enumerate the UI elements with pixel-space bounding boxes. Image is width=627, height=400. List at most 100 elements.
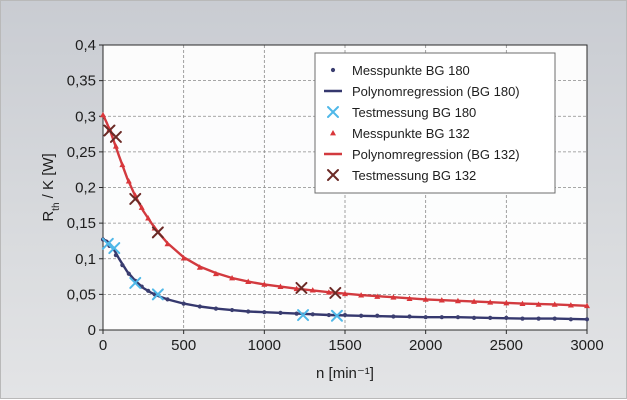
data-point [471,315,477,320]
data-point [329,286,342,299]
data-point [119,161,126,168]
data-point [213,306,219,311]
data-point [390,294,397,300]
data-point [454,297,461,304]
data-point [504,315,509,320]
data-point [120,263,125,268]
data-point [358,292,365,298]
data-point [310,312,315,317]
legend-item: Testmessung BG 132 [327,168,476,183]
y-axis-label-rest: / K [W] [40,153,57,202]
data-point [277,283,284,289]
data-point [375,313,380,318]
data-point [294,311,299,316]
data-point [262,310,267,315]
y-tick-label: 0,4 [75,37,96,54]
data-point [261,281,268,287]
x-tick-label: 500 [171,337,196,354]
data-point [359,313,364,318]
data-point [145,215,152,221]
x-tick-label: 1500 [328,337,361,354]
data-point [374,293,381,299]
data-point [342,312,348,318]
y-axis-label-main: R [40,211,57,222]
data-point [406,295,413,302]
data-point [278,310,283,315]
data-point [325,289,332,295]
data-point [391,314,396,319]
x-tick-label: 2000 [409,337,442,354]
series-2 [101,237,343,322]
legend-marker [330,67,336,73]
data-point [245,278,252,284]
data-point [181,301,186,306]
data-point [196,264,203,270]
legend-marker [330,130,336,136]
data-point [151,288,164,301]
legend-label: Messpunkte BG 180 [352,63,470,78]
y-tick-label: 0,15 [67,215,96,232]
data-point [138,204,145,210]
series-3 [100,111,590,309]
data-point [330,309,343,322]
data-point [536,316,541,321]
data-point [293,285,300,292]
data-point [164,240,171,247]
legend-label: Messpunkte BG 132 [352,126,470,141]
legend-item: Testmessung BG 180 [327,105,476,120]
data-point [439,315,444,320]
data-point [535,301,542,307]
data-point [326,312,331,318]
data-point [108,242,121,255]
data-point [309,287,316,293]
data-point [297,309,310,322]
legend-label: Testmessung BG 132 [352,168,476,183]
data-point [471,298,478,304]
legend-item: Polynomregression (BG 132) [324,147,520,162]
data-point [197,304,202,309]
legend-marker [327,106,339,118]
data-point [212,270,219,277]
data-point [146,288,151,293]
data-point [109,130,122,143]
legend: Messpunkte BG 180 Polynomregression (BG 1… [314,52,556,194]
data-point [422,296,429,302]
data-point [180,255,187,261]
legend-label: Polynomregression (BG 132) [352,147,520,162]
data-point [503,299,510,306]
data-point [568,317,573,322]
data-point [455,315,461,320]
data-point [584,317,590,322]
data-point [246,309,251,314]
data-point [229,307,235,313]
legend-item: Polynomregression (BG 180) [324,84,520,99]
x-axis-label: n [min⁻¹] [316,365,374,382]
data-point [126,271,131,276]
legend-item: Messpunkte BG 180 [330,63,470,78]
axes: 0 500 1000 1500 2000 2500 3000 0 0,05 0,1 0,15 0,2 0… [67,37,604,354]
legend-item: Messpunkte BG 132 [330,126,470,141]
legend-label: Polynomregression (BG 180) [352,84,520,99]
x-tick-label: 0 [99,337,107,354]
data-point [101,237,114,250]
y-tick-label: 0,35 [67,73,96,90]
y-axis-label: Rth / K [W] [40,153,62,221]
data-point [438,297,445,303]
data-point [151,226,164,239]
y-tick-label: 0,25 [67,144,96,161]
data-point [295,281,308,294]
y-tick-label: 0,3 [75,108,96,125]
data-point [407,314,412,319]
x-tick-label: 3000 [570,337,603,354]
data-point [129,276,142,289]
y-tick-label: 0,2 [75,180,96,197]
series-layer [100,111,590,322]
data-point [112,143,119,149]
data-point [423,315,428,320]
data-point [519,300,526,307]
data-point [520,316,525,321]
legend-marker [327,169,339,181]
series-5 [103,124,342,299]
